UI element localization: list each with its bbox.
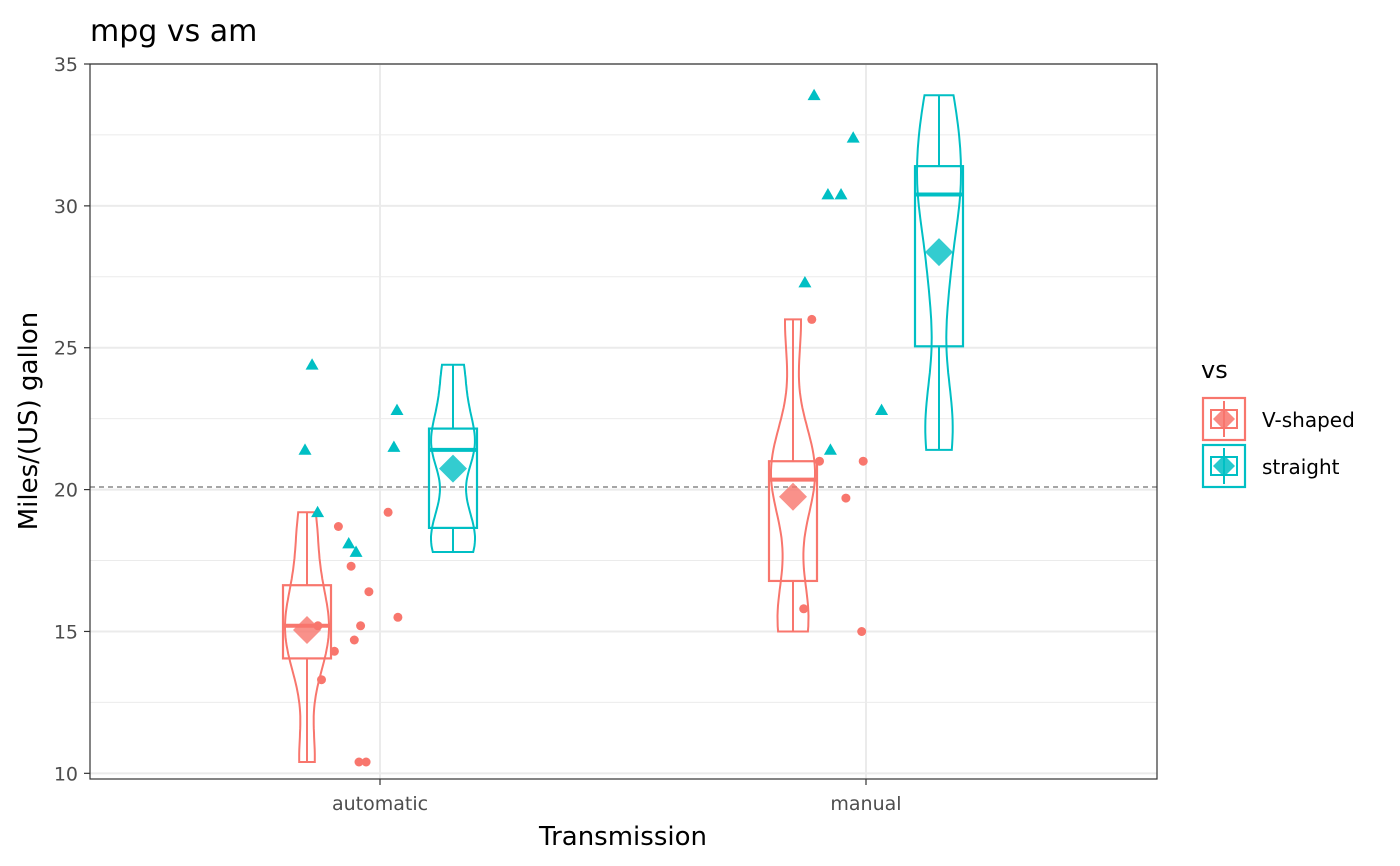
point-v-shaped-automatic [364, 587, 374, 597]
mean-v-shaped-automatic [293, 616, 321, 645]
panel-border [89, 63, 1158, 780]
mean-straight-manual [925, 238, 953, 267]
y-tick-label: 20 [54, 480, 78, 502]
point-straight-manual [798, 275, 812, 288]
point-v-shaped-automatic [393, 612, 403, 622]
legend-key-mean-straight [1213, 455, 1235, 477]
point-v-shaped-automatic [329, 646, 339, 656]
violin-straight-manual [915, 94, 963, 451]
point-straight-automatic [387, 440, 401, 452]
point-straight-automatic [342, 537, 356, 549]
boxplots [281, 95, 965, 762]
point-straight-automatic [349, 545, 363, 557]
point-v-shaped-automatic [361, 757, 371, 767]
violin-v-shaped-manual [770, 318, 816, 633]
x-axis-title: Transmission [538, 822, 707, 852]
point-v-shaped-manual [857, 627, 867, 636]
legend-label-v-shaped: V-shaped [1262, 408, 1355, 432]
y-tick-label: 10 [54, 763, 78, 785]
violin-straight-automatic [430, 363, 476, 553]
point-v-shaped-manual [841, 493, 851, 503]
point-v-shaped-automatic [356, 621, 366, 631]
chart-title: mpg vs am [90, 14, 257, 49]
legend-title: vs [1201, 356, 1228, 384]
point-straight-manual [807, 88, 821, 101]
y-tick-label: 35 [54, 54, 78, 76]
legend-key-straight [1201, 443, 1247, 489]
point-straight-manual [846, 131, 860, 143]
point-v-shaped-manual [858, 456, 868, 466]
x-tick-label: automatic [332, 793, 428, 815]
point-straight-automatic [311, 505, 325, 518]
grid [90, 63, 1157, 779]
y-tick-label: 30 [54, 196, 78, 218]
point-v-shaped-automatic [383, 507, 393, 517]
point-straight-manual [875, 403, 889, 416]
point-v-shaped-automatic [354, 757, 364, 767]
point-straight-automatic [305, 358, 319, 370]
jitter-points [298, 88, 889, 767]
axes: 10 15 20 25 30 35 automatic manual [54, 54, 902, 815]
point-v-shaped-manual [799, 604, 809, 614]
means [293, 238, 953, 645]
point-v-shaped-automatic [349, 635, 359, 645]
point-v-shaped-automatic [333, 522, 343, 531]
y-tick-label: 25 [54, 338, 78, 360]
mean-straight-automatic [439, 454, 467, 483]
legend-label-straight: straight [1262, 455, 1340, 479]
point-straight-automatic [298, 443, 312, 455]
point-straight-manual [834, 188, 848, 200]
violins [284, 94, 963, 763]
point-v-shaped-automatic [346, 561, 356, 571]
y-tick-label: 15 [54, 621, 78, 643]
point-straight-manual [823, 443, 837, 455]
legend: vs V-shaped straight [1201, 356, 1355, 489]
point-v-shaped-manual [815, 456, 824, 466]
point-v-shaped-manual [807, 314, 817, 324]
legend-key-mean-v-shaped [1213, 408, 1235, 430]
y-axis-title: Miles/(US) gallon [14, 312, 44, 531]
point-straight-automatic [390, 403, 404, 416]
point-v-shaped-automatic [317, 675, 326, 685]
point-straight-manual [821, 188, 835, 200]
mean-v-shaped-manual [779, 482, 807, 511]
x-tick-label: manual [830, 793, 901, 815]
legend-key-v-shaped [1201, 396, 1247, 442]
